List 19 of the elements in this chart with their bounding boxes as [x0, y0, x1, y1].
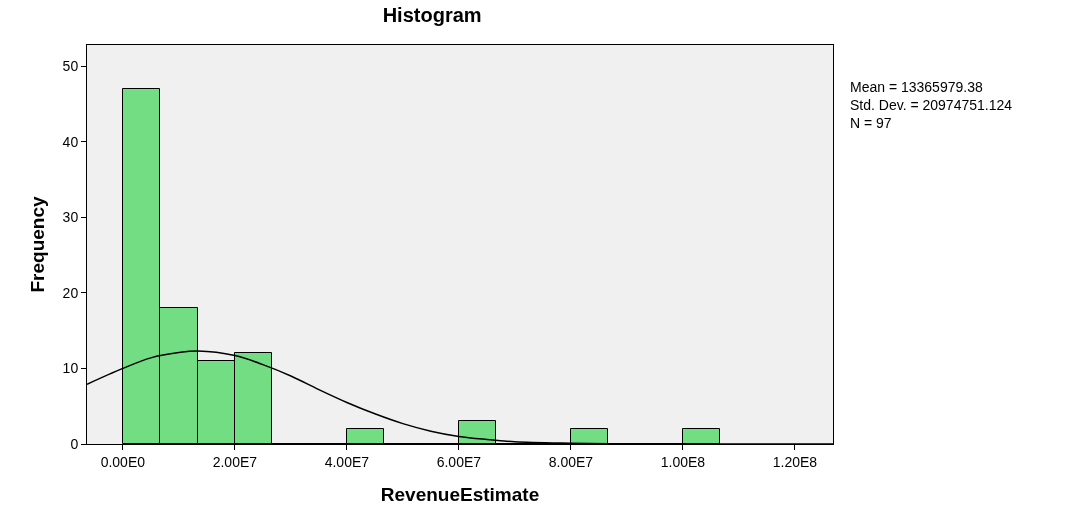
x-tick-label: 8.00E7: [548, 453, 594, 470]
y-tick-label: 20: [62, 284, 79, 301]
x-axis-title: RevenueEstimate: [380, 483, 540, 505]
y-axis-title: Frequency: [27, 196, 49, 293]
text: Std. Dev. = 20974751.124: [850, 97, 1013, 113]
x-tick-label: 6.00E7: [436, 453, 482, 470]
y-tick-label: 40: [62, 133, 79, 150]
y-tick-label: 50: [62, 58, 79, 75]
x-tick-label: 1.00E8: [660, 453, 706, 470]
x-tick-label: 1.20E8: [772, 453, 818, 470]
y-tick-label: 0: [70, 435, 79, 452]
y-tick-label: 30: [62, 209, 79, 226]
text: Mean = 13365979.38: [850, 79, 983, 95]
text: N = 97: [850, 115, 892, 131]
chart-title: Histogram: [382, 3, 482, 26]
y-tick-label: 10: [62, 360, 79, 377]
x-tick-label: 0.00E0: [100, 453, 146, 470]
x-tick-label: 2.00E7: [212, 453, 258, 470]
x-tick-label: 4.00E7: [324, 453, 370, 470]
